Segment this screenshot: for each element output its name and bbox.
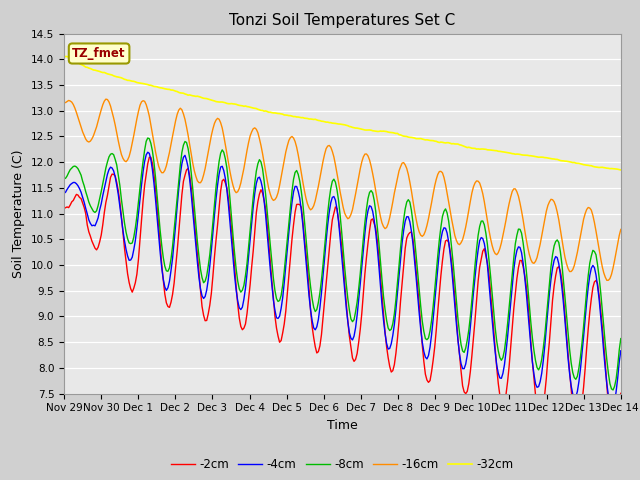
-2cm [228,226,236,231]
-4cm [617,348,625,354]
-2cm [60,206,68,212]
-4cm [607,406,615,411]
-4cm [305,293,313,299]
-4cm [228,237,236,243]
Line: -4cm: -4cm [64,152,621,408]
-4cm [246,237,254,243]
Line: -32cm: -32cm [64,57,621,170]
-4cm [129,254,136,260]
Line: -16cm: -16cm [64,99,621,280]
-8cm [617,336,625,341]
-16cm [617,227,625,232]
Line: -8cm: -8cm [64,138,621,390]
-2cm [147,155,155,160]
-8cm [588,253,595,259]
-2cm [611,434,618,440]
-2cm [617,391,625,396]
Text: TZ_fmet: TZ_fmet [72,47,126,60]
-2cm [255,191,263,197]
-2cm [246,282,254,288]
-32cm [588,163,595,168]
Title: Tonzi Soil Temperatures Set C: Tonzi Soil Temperatures Set C [229,13,456,28]
-32cm [130,78,138,84]
X-axis label: Time: Time [327,419,358,432]
-16cm [255,136,263,142]
-4cm [588,265,595,271]
-16cm [603,277,611,283]
-16cm [246,133,254,139]
Line: -2cm: -2cm [64,157,621,437]
-16cm [305,205,313,211]
-16cm [130,132,138,138]
-2cm [129,289,136,295]
-2cm [305,286,313,292]
-4cm [60,191,68,196]
-16cm [228,177,236,182]
-16cm [60,100,68,106]
-8cm [305,270,313,276]
-8cm [129,240,136,246]
-2cm [588,296,595,301]
-8cm [609,387,617,393]
-8cm [255,157,263,163]
-8cm [60,176,68,181]
-32cm [255,107,263,113]
-32cm [61,54,69,60]
-4cm [255,174,263,180]
Legend: -2cm, -4cm, -8cm, -16cm, -32cm: -2cm, -4cm, -8cm, -16cm, -32cm [166,454,518,476]
-4cm [144,149,152,155]
-16cm [102,96,109,102]
-32cm [228,101,236,107]
-32cm [60,54,68,60]
-8cm [246,228,254,233]
-32cm [305,116,313,122]
-32cm [246,104,254,110]
-32cm [617,167,625,173]
-8cm [228,215,236,220]
-16cm [588,207,595,213]
Y-axis label: Soil Temperature (C): Soil Temperature (C) [12,149,26,278]
-8cm [144,135,152,141]
